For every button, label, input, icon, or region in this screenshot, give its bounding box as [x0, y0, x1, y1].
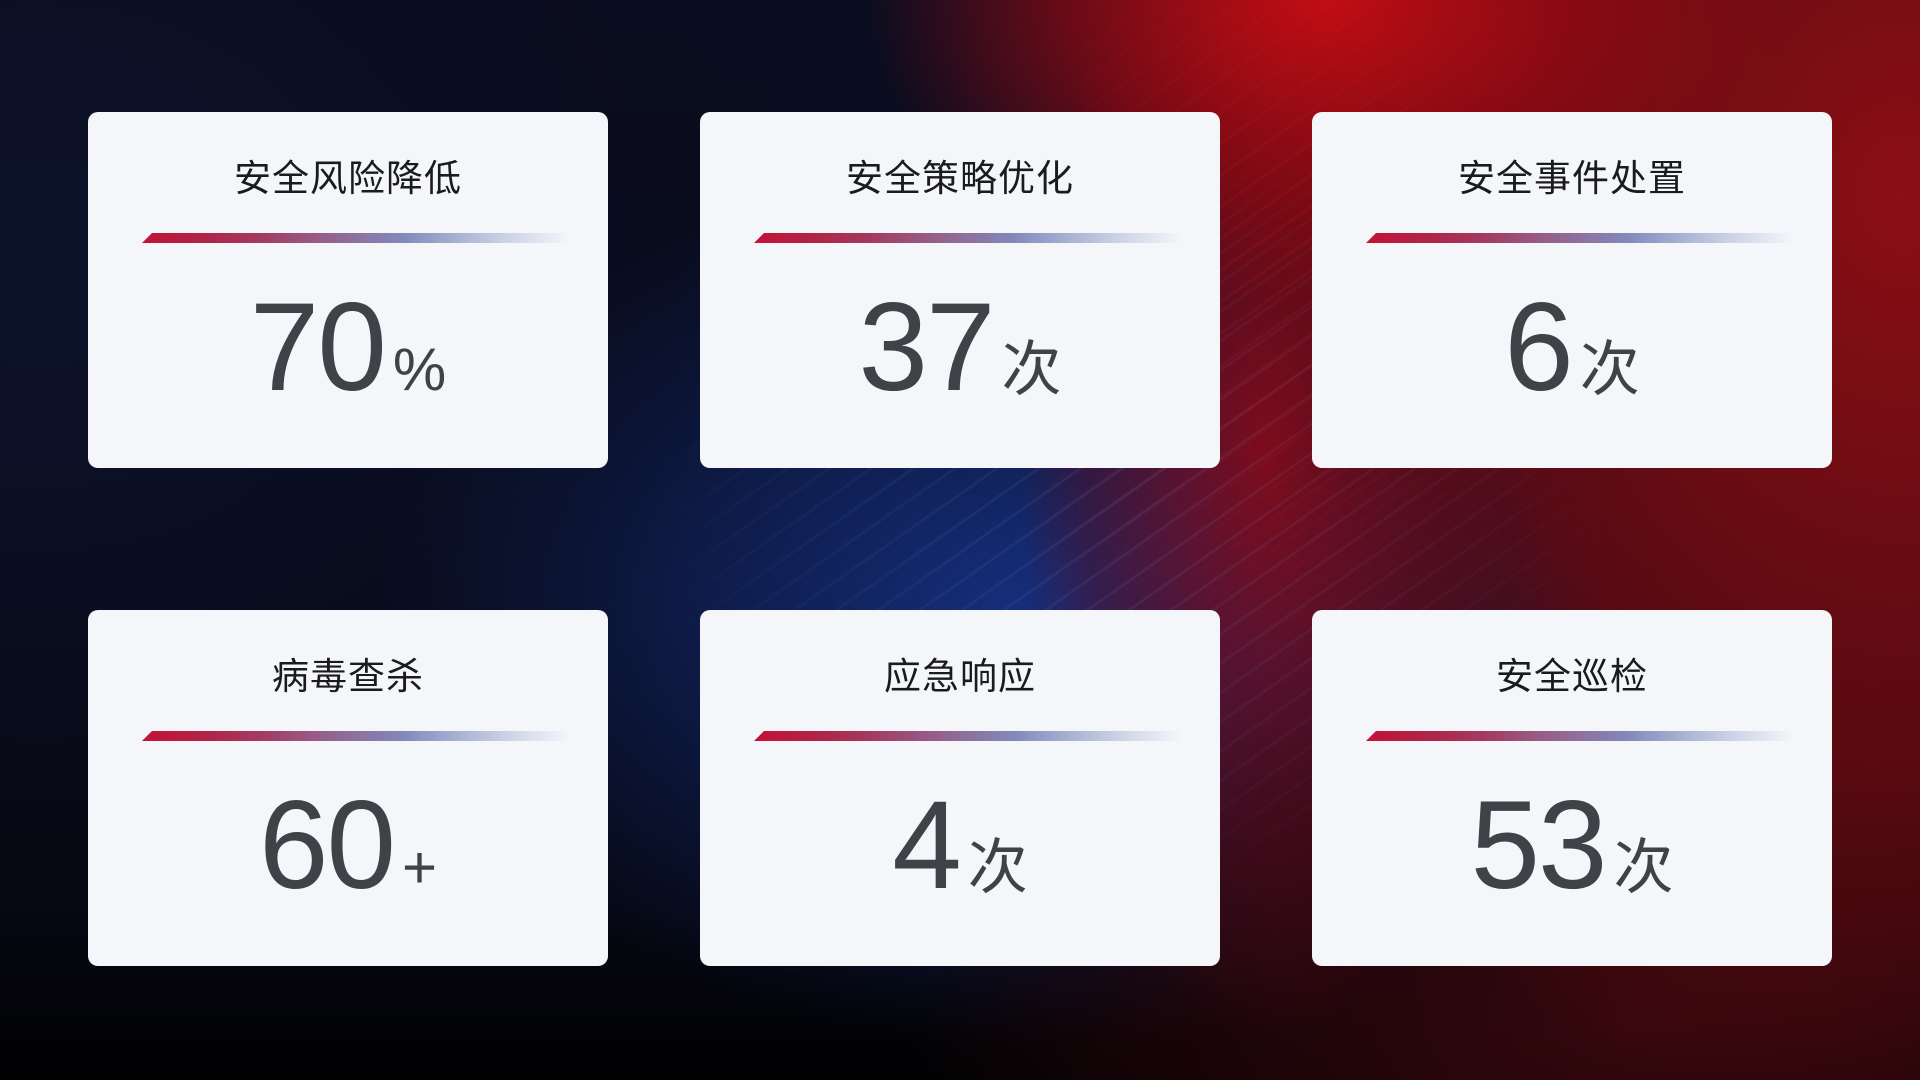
stat-value-row: 4 次 [892, 783, 1028, 908]
kpi-card-grid: 安全风险降低 70 % 安全策略优化 37 次 安全事件处置 6 次 病毒查杀 … [88, 112, 1832, 966]
stat-title: 病毒查杀 [272, 656, 424, 697]
stat-title: 安全策略优化 [846, 158, 1074, 199]
gradient-divider [1366, 233, 1816, 243]
gradient-divider [1366, 731, 1816, 741]
stat-unit: 次 [1001, 336, 1062, 403]
gradient-divider [754, 731, 1204, 741]
stat-card-security-inspection: 安全巡检 53 次 [1312, 610, 1832, 966]
stat-title: 安全事件处置 [1458, 158, 1686, 199]
stat-card-risk-reduction: 安全风险降低 70 % [88, 112, 608, 468]
stat-value: 60 [258, 776, 396, 915]
stat-title: 安全风险降低 [234, 158, 462, 199]
stat-value: 6 [1504, 278, 1574, 417]
stat-card-incident-handling: 安全事件处置 6 次 [1312, 112, 1832, 468]
stat-value: 37 [858, 278, 995, 417]
stat-title: 应急响应 [884, 656, 1036, 697]
stat-value: 70 [249, 278, 387, 417]
stat-value: 4 [892, 776, 962, 915]
stat-value-row: 6 次 [1504, 285, 1640, 410]
stat-card-virus-scan: 病毒查杀 60 + [88, 610, 608, 966]
gradient-divider [142, 233, 592, 243]
stat-unit: % [392, 336, 447, 403]
stat-unit: 次 [1613, 834, 1674, 901]
stat-value-row: 37 次 [858, 285, 1061, 410]
gradient-divider [754, 233, 1204, 243]
stat-value-row: 70 % [250, 285, 446, 410]
stat-value-row: 60 + [259, 783, 437, 908]
stat-value-row: 53 次 [1470, 783, 1673, 908]
stat-unit: 次 [1579, 336, 1640, 403]
stat-unit: + [402, 834, 438, 901]
stat-card-emergency-response: 应急响应 4 次 [700, 610, 1220, 966]
stat-card-policy-optimization: 安全策略优化 37 次 [700, 112, 1220, 468]
stat-value: 53 [1470, 776, 1607, 915]
stat-unit: 次 [967, 834, 1028, 901]
stat-title: 安全巡检 [1496, 656, 1648, 697]
gradient-divider [142, 731, 592, 741]
